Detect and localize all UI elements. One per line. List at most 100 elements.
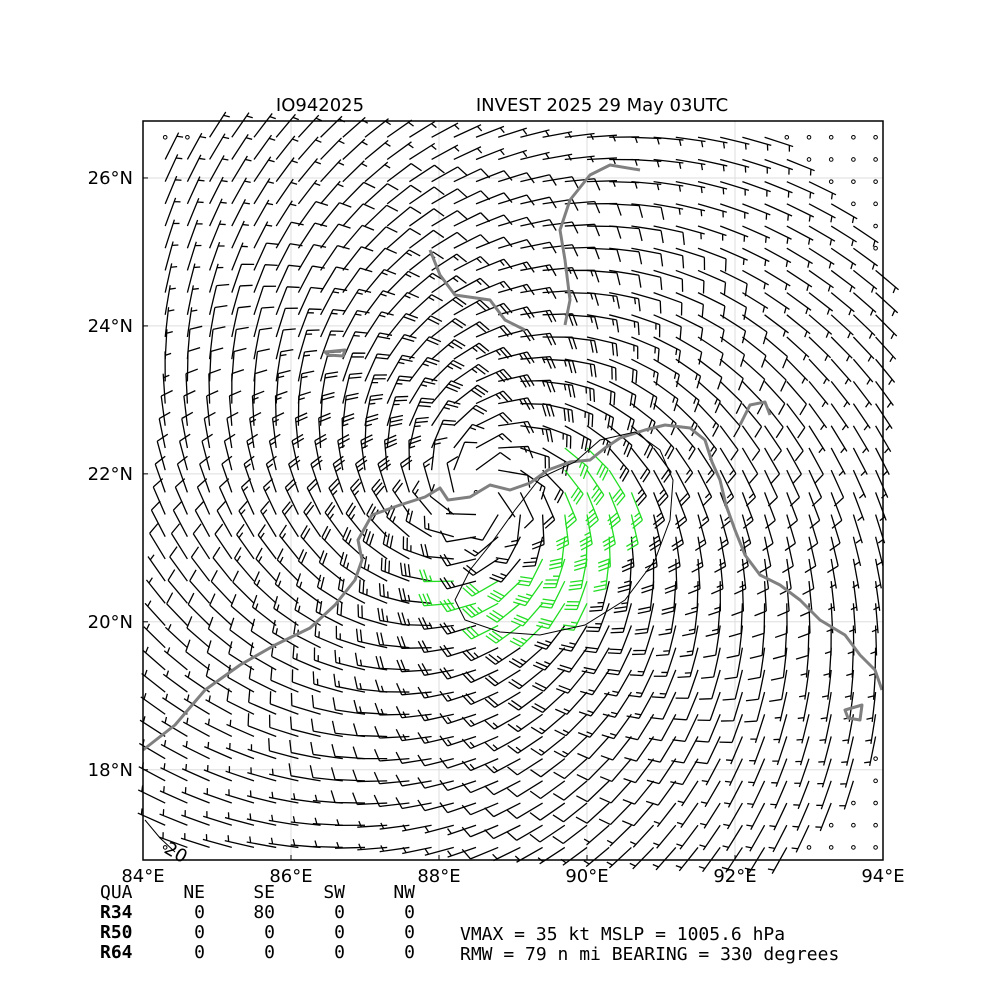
wind-barb bbox=[203, 788, 233, 804]
wind-barb bbox=[409, 208, 445, 227]
wind-barb bbox=[181, 787, 210, 804]
wind-barb bbox=[697, 447, 715, 484]
wind-barb bbox=[331, 744, 366, 760]
wind-barb bbox=[224, 835, 255, 849]
wind-barb bbox=[268, 814, 299, 826]
wind-barb bbox=[268, 837, 299, 849]
wind-barb bbox=[816, 780, 832, 810]
wind-barb bbox=[216, 500, 233, 538]
wind-barb bbox=[431, 380, 464, 405]
wind-barb bbox=[137, 808, 166, 826]
wind-barb bbox=[675, 847, 699, 872]
table-cell: 0 bbox=[264, 922, 275, 943]
wind-barb bbox=[786, 492, 799, 529]
wind-barb bbox=[210, 569, 233, 604]
wind-barb bbox=[352, 769, 388, 783]
wind-barb bbox=[408, 397, 435, 427]
wind-barb bbox=[152, 478, 166, 515]
wind-barb bbox=[631, 314, 661, 338]
wind-barb bbox=[553, 758, 588, 780]
wind-barb bbox=[431, 166, 468, 183]
wind-barb bbox=[808, 292, 834, 315]
wind-barb bbox=[290, 693, 321, 715]
wind-barb bbox=[748, 758, 766, 787]
wind-barb bbox=[212, 546, 233, 582]
y-tick-label: 26°N bbox=[88, 168, 133, 189]
wind-barb bbox=[313, 647, 344, 671]
wind-barb bbox=[830, 247, 857, 270]
wind-barb bbox=[583, 846, 610, 868]
wind-barb bbox=[586, 425, 612, 456]
wind-barb bbox=[697, 314, 725, 343]
wind-barb bbox=[773, 714, 788, 744]
wind-barb bbox=[756, 558, 770, 595]
wind-barb bbox=[586, 336, 619, 357]
wind-barb bbox=[246, 836, 277, 849]
wind-barb bbox=[386, 291, 420, 316]
wind-barb bbox=[741, 380, 764, 415]
wind-barb bbox=[431, 296, 467, 316]
coast bbox=[738, 400, 772, 426]
wind-barb bbox=[764, 269, 791, 291]
wind-barb bbox=[424, 846, 454, 856]
wind-barb bbox=[475, 258, 513, 272]
wind-barb bbox=[208, 368, 221, 404]
wind-barb bbox=[598, 802, 632, 826]
wind-barb bbox=[386, 375, 412, 404]
wind-barb bbox=[247, 744, 277, 760]
wind-barb bbox=[341, 413, 355, 448]
wind-barb bbox=[769, 669, 788, 703]
wind-barb bbox=[160, 739, 188, 760]
wind-barb bbox=[722, 669, 744, 701]
y-tick-label: 22°N bbox=[88, 464, 133, 485]
wind-barb bbox=[364, 183, 399, 205]
wind-barb bbox=[379, 845, 410, 853]
wind-barb bbox=[808, 447, 824, 485]
wind-barb bbox=[453, 212, 491, 227]
wind-barb bbox=[358, 579, 388, 604]
wind-barb bbox=[578, 691, 610, 717]
wind-barb bbox=[701, 647, 721, 679]
wind-barb bbox=[830, 380, 851, 408]
calm-marker bbox=[784, 134, 790, 140]
wind-barb bbox=[268, 738, 299, 760]
wind-barb bbox=[507, 691, 543, 711]
wind-barb bbox=[608, 336, 639, 360]
wind-barb bbox=[265, 455, 277, 493]
calm-marker bbox=[806, 134, 812, 140]
info-line: RMW = 79 n mi BEARING = 330 degrees bbox=[460, 944, 839, 965]
wind-barb bbox=[564, 425, 592, 453]
wind-barb bbox=[786, 314, 811, 338]
wind-barb bbox=[764, 380, 786, 415]
wind-barb bbox=[253, 306, 275, 338]
wind-barb bbox=[719, 714, 744, 744]
wind-barb bbox=[609, 291, 641, 312]
wind-barb bbox=[377, 455, 392, 493]
wind-barb bbox=[371, 478, 388, 515]
calm-marker bbox=[851, 157, 856, 162]
wind-barb bbox=[253, 221, 273, 249]
wind-barb bbox=[431, 317, 467, 338]
wind-barb bbox=[423, 515, 454, 538]
wind-barb bbox=[852, 492, 865, 522]
wind-barb bbox=[364, 161, 391, 183]
wind-barb bbox=[786, 203, 815, 222]
wind-barb bbox=[186, 219, 203, 249]
wind-barb bbox=[342, 203, 375, 227]
wind-barb bbox=[675, 492, 688, 529]
wind-barb bbox=[719, 314, 747, 344]
wind-barb bbox=[257, 524, 277, 560]
wind-barb bbox=[675, 225, 705, 240]
wind-barb bbox=[209, 155, 229, 182]
wind-barb bbox=[586, 291, 620, 309]
wind-barb bbox=[373, 749, 410, 762]
wind-barb bbox=[519, 492, 535, 529]
wind-barb bbox=[320, 115, 346, 138]
wind-barb bbox=[764, 247, 792, 268]
wind-barb bbox=[770, 647, 788, 681]
coast bbox=[142, 423, 884, 752]
wind-barb bbox=[808, 358, 830, 385]
calm-marker bbox=[873, 223, 878, 229]
wind-barb bbox=[226, 719, 255, 738]
wind-barb bbox=[275, 328, 296, 360]
